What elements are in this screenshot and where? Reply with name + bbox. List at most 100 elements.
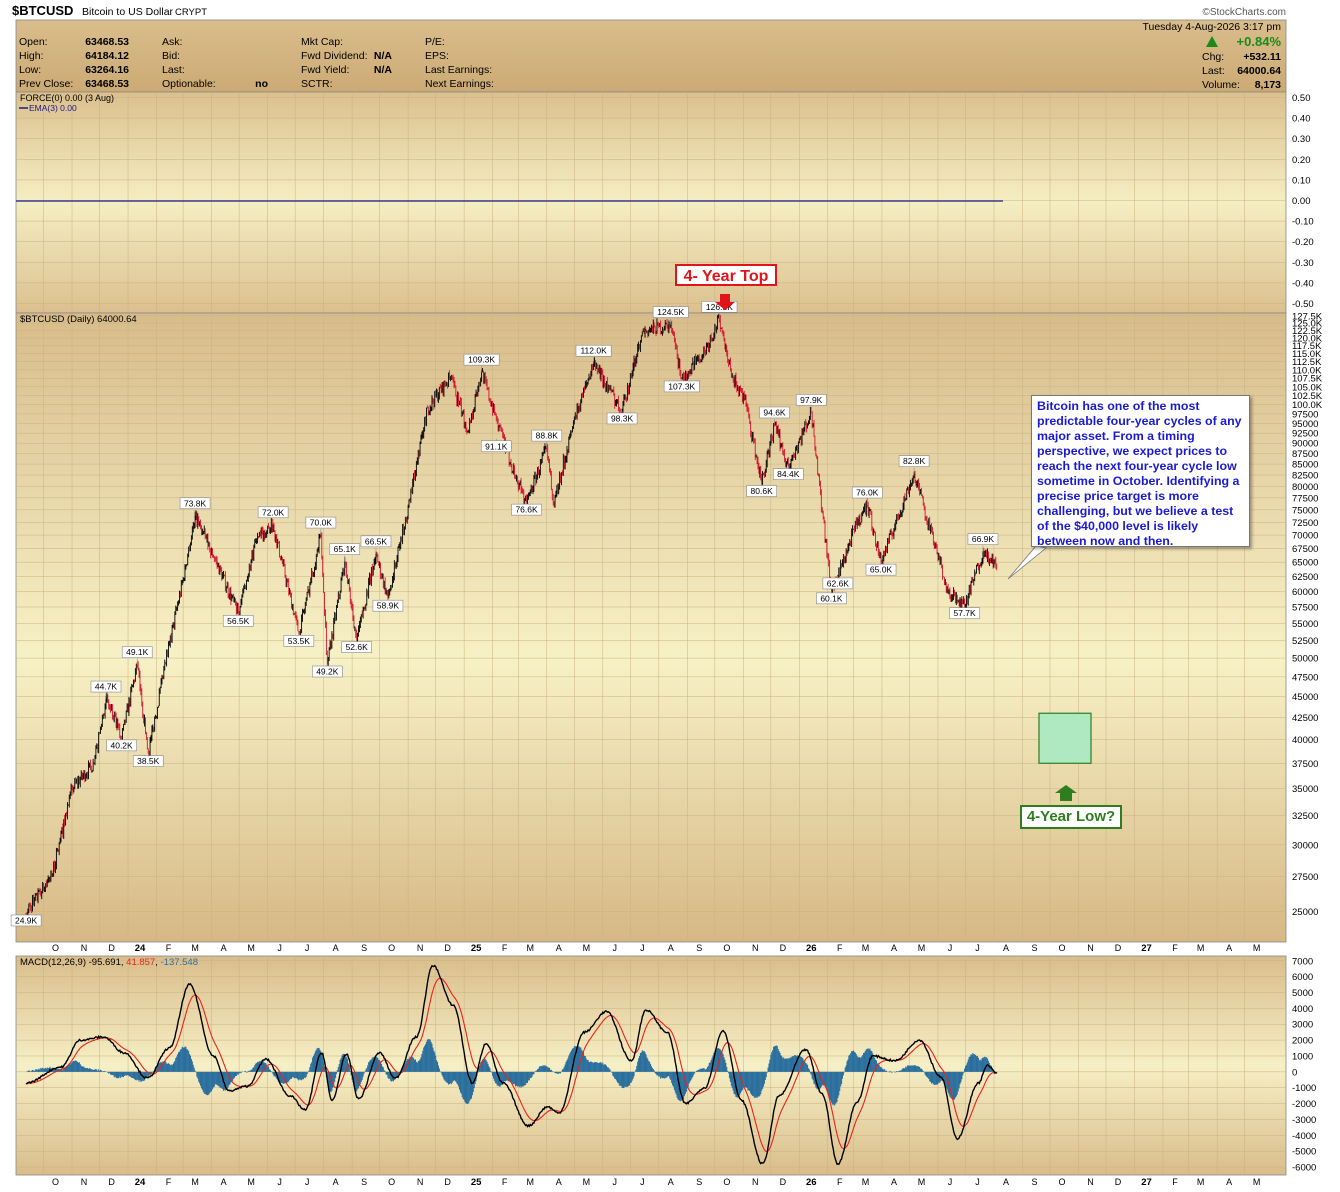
x-tick-label: M: [191, 943, 199, 953]
label-box: [257, 506, 289, 519]
x-tick-label: J: [613, 943, 618, 953]
label-box: [511, 503, 542, 516]
y-tick-label: 6000: [1292, 972, 1313, 983]
label-box: [329, 543, 361, 555]
y-tick-label: 45000: [1292, 692, 1318, 703]
quote-value: no: [255, 78, 268, 90]
price-point-label: 24.9K: [10, 912, 42, 927]
y-tick-label: 85000: [1292, 460, 1318, 471]
x-tick-label: A: [891, 943, 897, 953]
x-tick-label: F: [502, 943, 508, 953]
x-tick-label: F: [1172, 943, 1178, 953]
x-tick-label: F: [166, 943, 172, 953]
x-tick-label: N: [1087, 1177, 1094, 1187]
price-point-labels: 24.9K 44.7K 40.2K 49.1K 38.5K 73.8K 56.5K 72.0K…: [10, 301, 999, 927]
x-tick-label: N: [1087, 943, 1094, 953]
four-year-low-label: 4-Year Low?: [1020, 805, 1122, 829]
label-box: [816, 592, 847, 605]
y-tick-label: 100.0K: [1292, 400, 1323, 411]
price-point-label: 70.0K: [305, 516, 337, 536]
x-tick-label: M: [583, 1177, 591, 1187]
y-tick-label: 0: [1292, 1067, 1297, 1078]
y-tick-label: 25000: [1292, 907, 1318, 918]
label-box: [283, 635, 315, 647]
label-box: [312, 665, 343, 678]
label-box: [132, 755, 164, 767]
y-tick-label: 3000: [1292, 1020, 1313, 1031]
y-tick-label: 40000: [1292, 735, 1318, 746]
down-arrow-icon: [715, 294, 735, 310]
x-tick-label: M: [862, 1177, 870, 1187]
y-tick-label: 125.0K: [1292, 319, 1323, 330]
label-box: [372, 599, 404, 612]
y-tick-label: 67500: [1292, 544, 1318, 555]
quote-label: P/E:: [425, 36, 445, 48]
price-point-label: 57.7K: [949, 605, 980, 620]
x-tick-label: M: [1253, 1177, 1261, 1187]
x-tick-label: J: [613, 1177, 618, 1187]
y-tick-label: 65000: [1292, 558, 1318, 569]
price-point-label: 73.8K: [179, 497, 211, 516]
callout-pointer: [1007, 545, 1047, 580]
quote-label: Next Earnings:: [425, 78, 494, 90]
x-tick-label: N: [417, 1177, 424, 1187]
price-point-label: 76.0K: [851, 486, 883, 506]
x-tick-label: S: [696, 943, 702, 953]
y-tick-label: -0.10: [1292, 217, 1314, 228]
price-point-label: 76.6K: [511, 502, 542, 516]
x-tick-label: M: [583, 943, 591, 953]
symbol-title: $BTCUSD: [12, 3, 73, 18]
price-point-label: 65.0K: [865, 562, 897, 576]
y-tick-label: 120.0K: [1292, 334, 1323, 345]
y-tick-label: 105.0K: [1292, 382, 1323, 393]
macd-title: MACD(12,26,9): [20, 957, 86, 968]
x-tick-label: A: [1003, 1177, 1009, 1187]
label-text: 49.1K: [126, 647, 149, 657]
label-text: 66.5K: [365, 536, 388, 546]
price-bars: [25, 314, 998, 918]
price-point-label: 94.6K: [759, 406, 790, 425]
price-point-label: 112.0K: [575, 344, 612, 364]
quote-label: Ask:: [162, 36, 182, 48]
macd-lines: [25, 964, 998, 1166]
label-text: 57.7K: [953, 608, 976, 618]
y-tick-label: 52500: [1292, 636, 1318, 647]
y-tick-label: 107.5K: [1292, 374, 1323, 385]
y-tick-label: 42500: [1292, 713, 1318, 724]
price-point-label: 49.2K: [312, 663, 343, 678]
quote-panel: [15, 19, 1287, 93]
y-tick-label: 57500: [1292, 602, 1318, 613]
y-tick-label: 7000: [1292, 956, 1313, 967]
x-tick-label: 25: [471, 943, 482, 954]
volume-label: Volume:: [1202, 79, 1240, 91]
x-tick-label: J: [305, 943, 310, 953]
label-box: [652, 306, 689, 318]
x-tick-label: M: [918, 1177, 926, 1187]
y-tick-label: 0.20: [1292, 155, 1311, 166]
price-point-label: 38.5K: [132, 753, 164, 767]
x-tick-label: 26: [806, 1177, 817, 1188]
x-tick-label: D: [1115, 943, 1122, 953]
label-text: 40.2K: [110, 740, 133, 750]
label-text: 65.0K: [870, 565, 893, 575]
x-tick-label: M: [1197, 1177, 1205, 1187]
macd-signal-value: 41.857: [126, 957, 155, 968]
x-tick-label: O: [388, 943, 395, 953]
x-tick-label: N: [81, 1177, 88, 1187]
y-tick-label: 27500: [1292, 872, 1318, 883]
label-box: [967, 533, 999, 545]
price-point-label: 53.5K: [283, 633, 315, 647]
quote-label: Last Earnings:: [425, 64, 492, 76]
y-tick-label: 0.30: [1292, 134, 1311, 145]
y-tick-label: 55000: [1292, 619, 1318, 630]
label-box: [121, 646, 153, 659]
y-tick-label: 37500: [1292, 759, 1318, 770]
quote-value: 63264.16: [85, 64, 129, 76]
y-tick-label: 90000: [1292, 439, 1318, 450]
label-text: 124.5K: [657, 307, 684, 317]
price-point-label: 97.9K: [795, 394, 827, 413]
price-point-label: 80.6K: [746, 483, 777, 497]
macd-hist-value: -137.548: [161, 957, 199, 968]
label-text: 53.5K: [288, 636, 311, 646]
x-tick-label: 25: [471, 1177, 482, 1188]
